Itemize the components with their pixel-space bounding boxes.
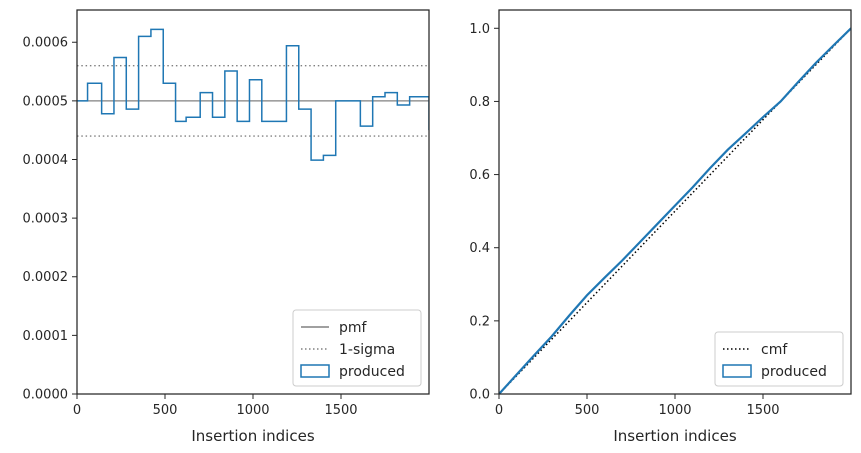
legend-label: produced: [761, 364, 827, 380]
produced-line: [499, 27, 851, 394]
plot-frame: [498, 9, 852, 395]
x-axis-label: Insertion indices: [613, 427, 736, 445]
y-tick-label: 0.0005: [23, 94, 69, 109]
y-tick-label: 0.0004: [23, 153, 69, 168]
x-tick-label: 500: [153, 403, 178, 418]
cumulative-panel: 0 500 1000 1500 0.0 0.2 0.4 0.6 0.8 1.0 Insertion …: [469, 9, 852, 445]
legend-label: produced: [339, 364, 405, 380]
x-tick-label: 1000: [658, 403, 691, 418]
y-tick-label: 0.6: [469, 168, 490, 183]
histogram-panel: 0 500 1000 1500 0.0000 0.0001 0.0002 0.0003 0.00…: [23, 9, 430, 445]
y-tick-label: 0.2: [469, 314, 490, 329]
legend-label: pmf: [339, 320, 368, 336]
y-tick-label: 0.4: [469, 241, 490, 256]
cmf-line: [499, 27, 851, 394]
legend-label: 1-sigma: [339, 342, 395, 358]
plot-area: [499, 27, 851, 394]
x-tick-label: 1000: [236, 403, 269, 418]
y-tick-label: 0.0001: [23, 329, 69, 344]
legend-box: [292, 309, 422, 387]
x-tick-label: 1500: [324, 403, 357, 418]
y-tick-label: 0.0002: [23, 270, 69, 285]
x-tick-label: 0: [73, 403, 81, 418]
y-tick-label: 0.0003: [23, 212, 69, 227]
y-tick-label: 0.0: [469, 388, 490, 403]
x-tick-label: 0: [495, 403, 503, 418]
y-tick-label: 0.0006: [23, 36, 69, 51]
y-tick-label: 1.0: [469, 22, 490, 37]
legend-swatch-produced: [300, 364, 330, 378]
produced-histogram: [77, 28, 429, 161]
y-tick-label: 0.8: [469, 95, 490, 110]
legend-label: cmf: [761, 342, 788, 358]
plot-frame: [76, 9, 430, 395]
y-tick-label: 0.0000: [23, 388, 69, 403]
plot-area: [77, 28, 429, 161]
x-tick-label: 500: [575, 403, 600, 418]
x-axis-label: Insertion indices: [191, 427, 314, 445]
legend-swatch-produced: [722, 364, 752, 378]
x-tick-label: 1500: [746, 403, 779, 418]
legend-box: [714, 331, 844, 387]
